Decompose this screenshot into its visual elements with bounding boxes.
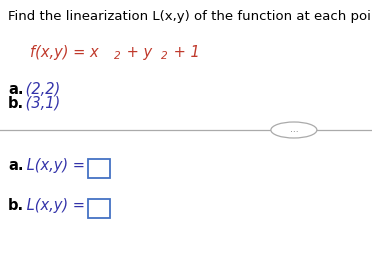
Text: ...: ... [289,125,298,135]
Text: a.: a. [8,158,23,173]
Text: L(x,y) =: L(x,y) = [22,198,85,213]
Text: (3,1): (3,1) [21,96,60,111]
Text: Find the linearization L(x,y) of the function at each point.: Find the linearization L(x,y) of the fun… [8,10,372,23]
Text: L(x,y) =: L(x,y) = [22,158,85,173]
Text: b.: b. [8,198,24,213]
FancyBboxPatch shape [88,199,110,218]
Text: a.: a. [8,82,23,97]
Ellipse shape [271,122,317,138]
FancyBboxPatch shape [88,159,110,178]
Text: (2,2): (2,2) [21,82,60,97]
Text: 2: 2 [161,51,168,61]
Text: b.: b. [8,96,24,111]
Text: + 1: + 1 [169,45,200,60]
Text: + y: + y [122,45,152,60]
Text: 2: 2 [114,51,121,61]
Text: f(x,y) = x: f(x,y) = x [30,45,99,60]
